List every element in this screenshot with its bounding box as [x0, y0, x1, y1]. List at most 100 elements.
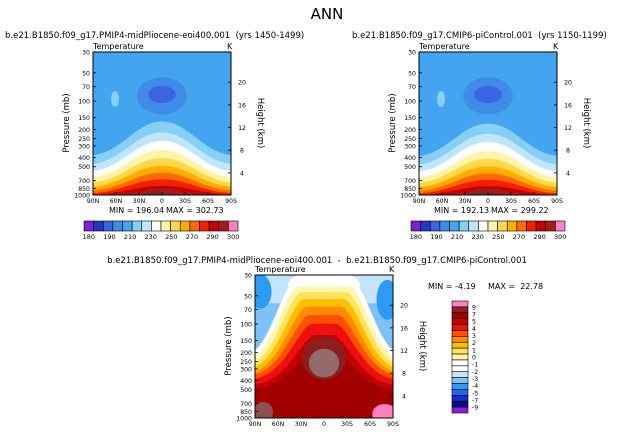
- pressure-tick-label: 400: [78, 155, 90, 162]
- panel-1-min: MIN = 196.04: [109, 206, 164, 215]
- latitude-tick-label: 30S: [341, 421, 353, 428]
- height-tick-label: 20: [238, 80, 246, 87]
- colorbar-swatch-1: [218, 220, 229, 232]
- pressure-tick-label: 500: [240, 387, 252, 394]
- colorbar-swatch-3: [451, 324, 469, 331]
- colorbar-swatch-1: [83, 220, 94, 232]
- panel-3-ylabel: Pressure (mb): [224, 316, 234, 375]
- colorbar-label-1: 180: [83, 233, 95, 241]
- pressure-tick-label: 700: [240, 401, 252, 408]
- panel-2-ylabel-right: Height (km): [581, 98, 591, 149]
- height-tick-label: 8: [402, 371, 406, 378]
- latitude-tick-label: 60N: [272, 421, 285, 428]
- pressure-tick-label: 200: [404, 127, 416, 134]
- panel-3-min: MIN = -4.19: [428, 282, 476, 291]
- height-tick-label: 12: [564, 125, 572, 132]
- colorbar-swatch-1: [141, 220, 152, 232]
- colorbar-label-3: 2: [472, 340, 476, 347]
- latitude-tick-label: 90S: [225, 198, 237, 205]
- pressure-tick-label: 500: [404, 164, 416, 171]
- pressure-tick-label: 100: [240, 322, 252, 329]
- colorbar-swatch-1: [170, 220, 181, 232]
- latitude-tick-label: 90N: [413, 198, 426, 205]
- colorbar-swatch-1: [199, 220, 210, 232]
- colorbar-label-3: 4: [472, 326, 476, 333]
- height-tick-label: 4: [566, 170, 570, 177]
- pressure-tick-label: 200: [240, 350, 252, 357]
- colorbar-label-3: -4: [472, 383, 478, 390]
- pale-patch: [111, 91, 120, 108]
- polar-surface-max: [372, 403, 393, 418]
- pressure-tick-label: 1000: [236, 416, 252, 423]
- colorbar-label-1: 190: [103, 233, 115, 241]
- colorbar-label-1: 250: [165, 233, 177, 241]
- colorbar-swatch-2: [516, 220, 527, 232]
- latitude-tick-label: 0: [160, 198, 164, 205]
- colorbar-swatch-2: [535, 220, 547, 232]
- panel-1-field: [93, 52, 231, 195]
- latitude-tick-label: 30S: [505, 198, 517, 205]
- pressure-tick-label: 850: [404, 186, 416, 193]
- colorbar-swatch-1: [179, 220, 191, 232]
- colorbar-swatch-2: [555, 220, 566, 232]
- page-title: ANN: [311, 5, 344, 23]
- colorbar-swatch-1: [131, 220, 143, 232]
- pressure-tick-label: 500: [78, 164, 90, 171]
- colorbar-swatch-3: [451, 377, 469, 384]
- cold-core-inner: [148, 85, 176, 104]
- pressure-tick-label: 70: [82, 84, 90, 91]
- colorbar-swatch-1: [93, 220, 104, 232]
- colorbar-swatch-2: [506, 220, 518, 232]
- colorbar-swatch-3: [451, 312, 469, 319]
- panel-2-units: K: [553, 42, 559, 51]
- colorbar-swatch-1: [189, 220, 200, 232]
- cooling-pocket: [255, 275, 272, 309]
- colorbar-swatch-3: [451, 330, 469, 337]
- colorbar-label-3: 7: [472, 312, 476, 319]
- pressure-tick-label: 400: [240, 378, 252, 385]
- pressure-tick-label: 50: [82, 70, 90, 77]
- colorbar-label-2: 250: [492, 233, 504, 241]
- colorbar-swatch-2: [468, 220, 479, 232]
- height-tick-label: 12: [238, 125, 246, 132]
- panel-2-title: b.e21.B1850.f09_g17.CMIP6-piControl.001 …: [352, 31, 607, 41]
- height-tick-label: 12: [400, 348, 408, 355]
- pressure-tick-label: 150: [78, 115, 90, 122]
- colorbar-swatch-3: [451, 306, 469, 314]
- colorbar-label-2: 210: [451, 233, 463, 241]
- pressure-tick-label: 300: [240, 366, 252, 373]
- panel-1-subtitle: Temperature: [92, 42, 144, 51]
- colorbar-label-3: -3: [472, 376, 478, 383]
- colorbar-label-2: 300: [554, 233, 566, 241]
- latitude-tick-label: 60N: [110, 198, 123, 205]
- colorbar-label-2: 290: [533, 233, 545, 241]
- pressure-tick-label: 50: [408, 70, 416, 77]
- colorbar-swatch-1: [208, 220, 220, 232]
- pressure-tick-label: 300: [78, 143, 90, 150]
- panel-1-ylabel-right: Height (km): [255, 98, 265, 149]
- height-tick-label: 16: [400, 325, 408, 332]
- colorbar-label-2: 190: [430, 233, 442, 241]
- cold-core-inner: [474, 85, 502, 104]
- colorbar-swatch-2: [439, 220, 450, 232]
- colorbar-swatch-2: [526, 220, 537, 232]
- panel-3-units: K: [389, 265, 395, 274]
- colorbar-swatch-3: [451, 359, 469, 367]
- latitude-tick-label: 30N: [459, 198, 472, 205]
- colorbar-swatch-3: [451, 389, 469, 396]
- height-tick-label: 16: [238, 102, 246, 109]
- colorbar-swatch-1: [102, 220, 114, 232]
- pressure-tick-label: 50: [244, 293, 252, 300]
- colorbar-swatch-3: [451, 383, 469, 390]
- pressure-tick-label: 300: [404, 143, 416, 150]
- colorbar-swatch-2: [449, 220, 460, 232]
- panel-2-ylabel: Pressure (mb): [388, 93, 398, 152]
- pressure-tick-label: 700: [404, 178, 416, 185]
- panel-1-max: MAX = 302.73: [166, 206, 224, 215]
- height-tick-label: 8: [240, 148, 244, 155]
- cooling-pocket: [376, 279, 393, 320]
- pressure-tick-label: 150: [240, 338, 252, 345]
- colorbar-label-2: 270: [513, 233, 525, 241]
- colorbar-label-3: 0: [472, 355, 476, 362]
